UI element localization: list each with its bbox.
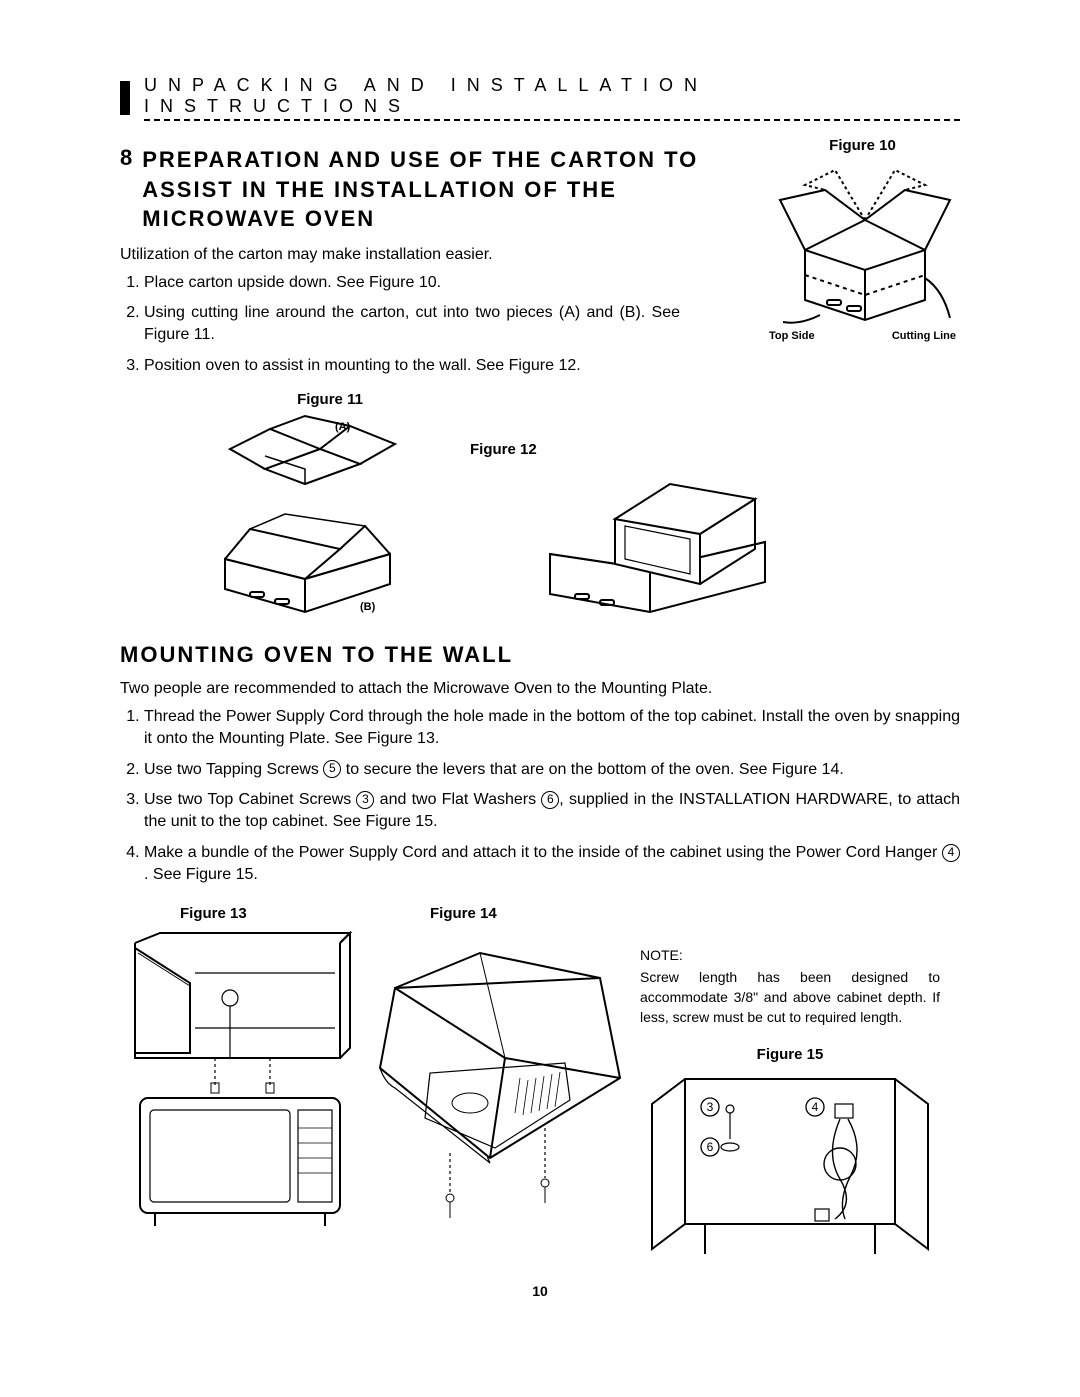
figure-15-svg: 3 4 6 <box>640 1069 940 1259</box>
step-item: Use two Tapping Screws 5 to secure the l… <box>144 759 960 781</box>
section-8-heading: 8 PREPARATION AND USE OF THE CARTON TO A… <box>120 145 760 234</box>
figure-15-label-3: 3 <box>707 1100 714 1114</box>
figure-14: Figure 14 <box>370 905 630 1259</box>
running-title: UNPACKING AND INSTALLATION INSTRUCTIONS <box>144 75 960 121</box>
figure-10-label-topside: Top Side <box>769 330 815 342</box>
step-text: and two Flat Washers <box>374 791 541 808</box>
figure-13-svg <box>120 928 360 1228</box>
step-text: Thread the Power Supply Cord through the… <box>144 708 960 747</box>
step-item: Place carton upside down. See Figure 10. <box>144 272 680 294</box>
note-and-figure-15: NOTE: Screw length has been designed to … <box>640 905 940 1259</box>
step-text: Use two Top Cabinet Screws <box>144 791 356 808</box>
mounting-intro: Two people are recommended to attach the… <box>120 678 960 700</box>
circled-ref: 3 <box>356 791 374 809</box>
figure-10-svg <box>765 160 960 330</box>
step-text: Make a bundle of the Power Supply Cord a… <box>144 844 942 861</box>
figure-11-svg: (A) (B) <box>190 414 420 614</box>
page-number: 10 <box>120 1283 960 1299</box>
figure-10-label-cutline: Cutting Line <box>892 330 956 342</box>
page: UNPACKING AND INSTALLATION INSTRUCTIONS … <box>120 75 960 1259</box>
figure-15-label-4: 4 <box>812 1100 819 1114</box>
figure-10: Figure 10 <box>765 137 960 342</box>
section-8-body: Utilization of the carton may make insta… <box>120 244 680 377</box>
figures-11-12-row: Figure 11 <box>120 391 960 614</box>
note-text: Screw length has been designed to accomm… <box>640 967 940 1028</box>
step-text: Use two Tapping Screws <box>144 761 323 778</box>
figure-11-label-b: (B) <box>360 601 376 613</box>
note-block: NOTE: Screw length has been designed to … <box>640 945 940 1028</box>
figure-12-caption: Figure 12 <box>470 441 830 458</box>
figure-12-svg <box>530 464 790 614</box>
figure-13: Figure 13 <box>120 905 360 1259</box>
step-text: to secure the levers that are on the bot… <box>341 761 844 778</box>
figure-12: Figure 12 <box>530 441 830 614</box>
running-header: UNPACKING AND INSTALLATION INSTRUCTIONS <box>120 75 960 121</box>
note-heading: NOTE: <box>640 945 940 965</box>
figures-13-14-15-row: Figure 13 <box>120 905 960 1259</box>
header-accent-bar <box>120 81 130 115</box>
step-text: . See Figure 15. <box>144 866 258 883</box>
circled-ref: 4 <box>942 844 960 862</box>
step-item: Make a bundle of the Power Supply Cord a… <box>144 842 960 887</box>
figure-11: Figure 11 <box>190 391 470 614</box>
figure-13-caption: Figure 13 <box>180 905 360 922</box>
figure-14-caption: Figure 14 <box>430 905 630 922</box>
figure-15-caption: Figure 15 <box>640 1046 940 1063</box>
circled-ref: 6 <box>541 791 559 809</box>
circled-ref: 5 <box>323 760 341 778</box>
step-item: Thread the Power Supply Cord through the… <box>144 706 960 751</box>
step-item: Use two Top Cabinet Screws 3 and two Fla… <box>144 789 960 834</box>
mounting-steps: Thread the Power Supply Cord through the… <box>120 706 960 887</box>
section-title: PREPARATION AND USE OF THE CARTON TO ASS… <box>142 147 698 231</box>
figure-11-caption: Figure 11 <box>190 391 470 408</box>
figure-10-caption: Figure 10 <box>765 137 960 154</box>
figure-11-label-a: (A) <box>335 421 351 433</box>
section-8-intro: Utilization of the carton may make insta… <box>120 244 680 266</box>
section-8-steps: Place carton upside down. See Figure 10.… <box>120 272 680 378</box>
step-item: Position oven to assist in mounting to t… <box>144 355 680 377</box>
section-number: 8 <box>120 145 132 234</box>
figure-14-svg <box>370 928 630 1228</box>
mounting-title: MOUNTING OVEN TO THE WALL <box>120 642 960 668</box>
figure-15-label-6: 6 <box>707 1140 714 1154</box>
step-item: Using cutting line around the carton, cu… <box>144 302 680 347</box>
